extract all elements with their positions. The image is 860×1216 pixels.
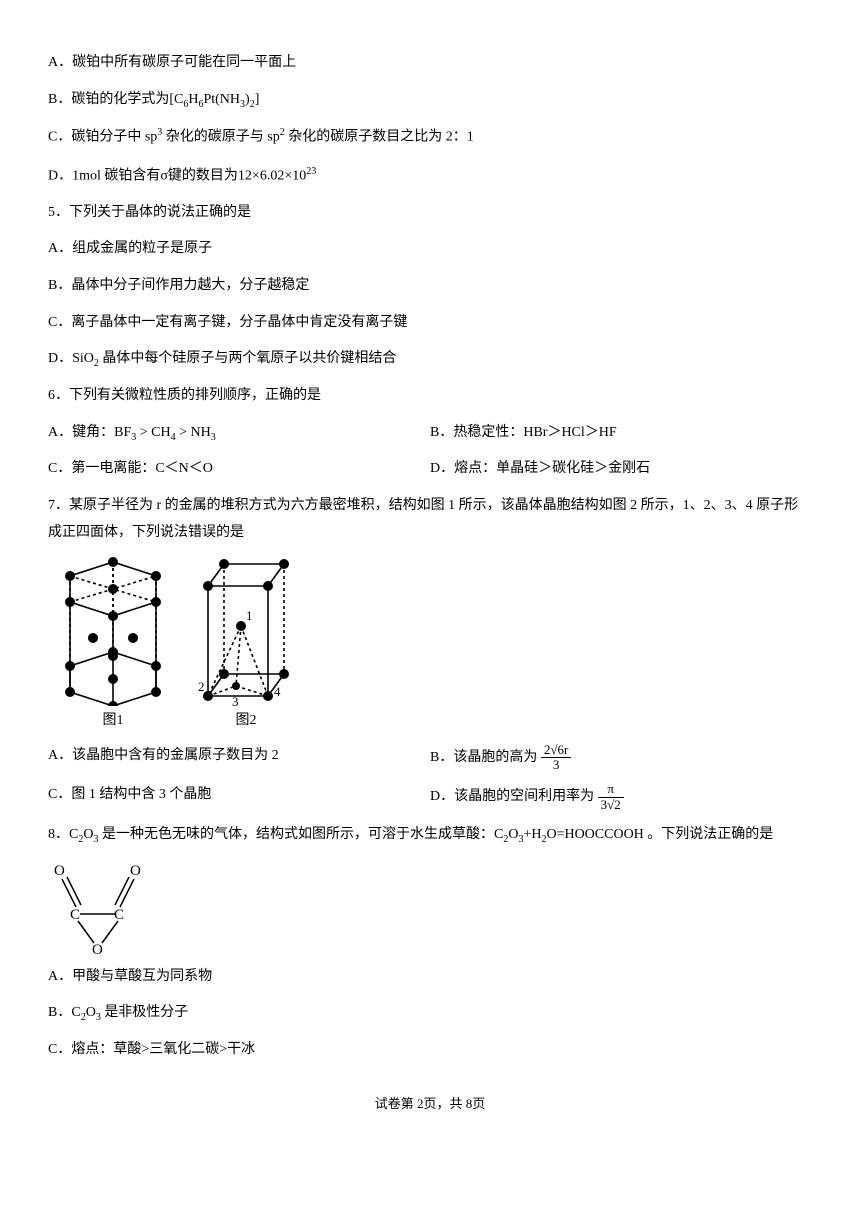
numer: π [598,782,624,797]
q5-optB: B．晶体中分子间作用力越大，分子越稳定 [48,273,812,300]
text: B．碳铂的化学式为[C [48,92,183,107]
text: > NH [176,425,211,440]
text: A．甲酸与草酸互为同系物 [48,969,212,984]
q4-optD: D．1mol 碳铂含有σ键的数目为12×6.02×1023 [48,162,812,190]
text: D．1mol 碳铂含有σ键的数目为12×6.02×10 [48,168,306,183]
fig2-label: 图2 [196,708,296,735]
text: C．离子晶体中一定有离子键，分子晶体中肯定没有离子键 [48,315,407,330]
text: 杂化的碳原子数目之比为 2：1 [285,130,474,145]
q5-optA: A．组成金属的粒子是原子 [48,236,812,263]
text: D．SiO [48,351,94,366]
q6-optD: D．熔点：单晶硅＞碳化硅＞金刚石 [430,456,812,483]
text: 晶体中每个硅原子与两个氧原子以共价键相结合 [99,351,397,366]
node-2-label: 2 [198,679,205,694]
q7-stem: 7．某原子半径为 r 的金属的堆积方式为六方最密堆积，结构如图 1 所示，该晶体… [48,493,812,546]
unit-cell-icon: 1 2 3 4 [196,556,296,706]
text: C．第一电离能：C＜N＜O [48,461,213,476]
q7-fig2: 1 2 3 4 图2 [196,556,296,735]
text: 5．下列关于晶体的说法正确的是 [48,205,251,220]
q8-stem: 8．C2O3 是一种无色无味的气体，结构式如图所示，可溶于水生成草酸：C2O3+… [48,822,812,849]
footer-text: 试卷第 2页，共 8页 [375,1096,486,1111]
text: O=HOOCCOOH 。下列说法正确的是 [546,827,773,842]
q7-optD: D．该晶胞的空间利用率为 π 3√2 [430,782,812,812]
q5-optC: C．离子晶体中一定有离子键，分子晶体中肯定没有离子键 [48,310,812,337]
text: O [508,827,518,842]
q7-row2: C．图 1 结构中含 3 个晶胞 D．该晶胞的空间利用率为 π 3√2 [48,782,812,812]
q7-optA: A．该晶胞中含有的金属原子数目为 2 [48,743,430,773]
text: 是非极性分子 [101,1005,189,1020]
text: 是一种无色无味的气体，结构式如图所示，可溶于水生成草酸：C [98,827,503,842]
sub: 3 [211,431,216,442]
text: 7．某原子半径为 r 的金属的堆积方式为六方最密堆积，结构如图 1 所示，该晶体… [48,498,798,540]
q6-row1: A．键角：BF3 > CH4 > NH3 B．热稳定性：HBr＞HCl＞HF [48,420,812,447]
q7-fig1: 图1 [48,556,178,735]
q5-stem: 5．下列关于晶体的说法正确的是 [48,200,812,227]
q6-optB: B．热稳定性：HBr＞HCl＞HF [430,420,812,447]
c2o3-structure-icon: O O C C O [48,859,158,954]
text: C．碳铂分子中 sp [48,130,157,145]
svg-text:O: O [92,942,103,954]
text: ] [255,92,260,107]
denom: 3 [541,758,571,772]
q8-optA: A．甲酸与草酸互为同系物 [48,964,812,991]
svg-text:O: O [130,863,141,879]
text: 杂化的碳原子与 sp [162,130,279,145]
q4-optA: A．碳铂中所有碳原子可能在同一平面上 [48,50,812,77]
node-4-label: 4 [274,684,281,699]
text: B．晶体中分子间作用力越大，分子越稳定 [48,278,309,293]
q7-figures: 图1 [48,556,812,735]
node-3-label: 3 [232,694,239,706]
text: > CH [136,425,170,440]
q6-stem: 6．下列有关微粒性质的排列顺序，正确的是 [48,383,812,410]
q4-optC: C．碳铂分子中 sp3 杂化的碳原子与 sp2 杂化的碳原子数目之比为 2：1 [48,123,812,151]
q6-row2: C．第一电离能：C＜N＜O D．熔点：单晶硅＞碳化硅＞金刚石 [48,456,812,483]
text: O [83,827,93,842]
text: C．图 1 结构中含 3 个晶胞 [48,787,211,802]
text: D．该晶胞的空间利用率为 [430,789,594,804]
q6-optC: C．第一电离能：C＜N＜O [48,456,430,483]
q8-optC: C．熔点：草酸>三氧化二碳>干冰 [48,1037,812,1064]
fraction: π 3√2 [598,782,624,812]
svg-text:O: O [54,863,65,879]
text: B．C [48,1005,81,1020]
text: 6．下列有关微粒性质的排列顺序，正确的是 [48,388,321,403]
q7-optC: C．图 1 结构中含 3 个晶胞 [48,782,430,812]
fraction: 2√6r 3 [541,743,571,773]
q8-optB: B．C2O3 是非极性分子 [48,1000,812,1027]
text: +H [523,827,541,842]
q4-optB: B．碳铂的化学式为[C6H6Pt(NH3)2] [48,87,812,114]
text: 8．C [48,827,78,842]
text: A．组成金属的粒子是原子 [48,241,212,256]
fig1-label: 图1 [48,708,178,735]
text: Pt(NH [203,92,240,107]
hexagonal-prism-icon [48,556,178,706]
text: B．该晶胞的高为 [430,750,537,765]
text: O [86,1005,96,1020]
q8-structure: O O C C O [48,859,812,954]
text: B．热稳定性：HBr＞HCl＞HF [430,425,617,440]
text: H [188,92,198,107]
svg-text:C: C [114,907,124,923]
text: D．熔点：单晶硅＞碳化硅＞金刚石 [430,461,650,476]
sup: 23 [306,166,316,177]
text: A．键角：BF [48,425,131,440]
q7-optB: B．该晶胞的高为 2√6r 3 [430,743,812,773]
node-1-label: 1 [246,608,253,623]
q5-optD: D．SiO2 晶体中每个硅原子与两个氧原子以共价键相结合 [48,346,812,373]
svg-text:C: C [70,907,80,923]
text: A．碳铂中所有碳原子可能在同一平面上 [48,55,296,70]
q7-row1: A．该晶胞中含有的金属原子数目为 2 B．该晶胞的高为 2√6r 3 [48,743,812,773]
q6-optA: A．键角：BF3 > CH4 > NH3 [48,420,430,447]
text: A．该晶胞中含有的金属原子数目为 2 [48,748,279,763]
text: C．熔点：草酸>三氧化二碳>干冰 [48,1042,255,1057]
page-footer: 试卷第 2页，共 8页 [48,1092,812,1117]
